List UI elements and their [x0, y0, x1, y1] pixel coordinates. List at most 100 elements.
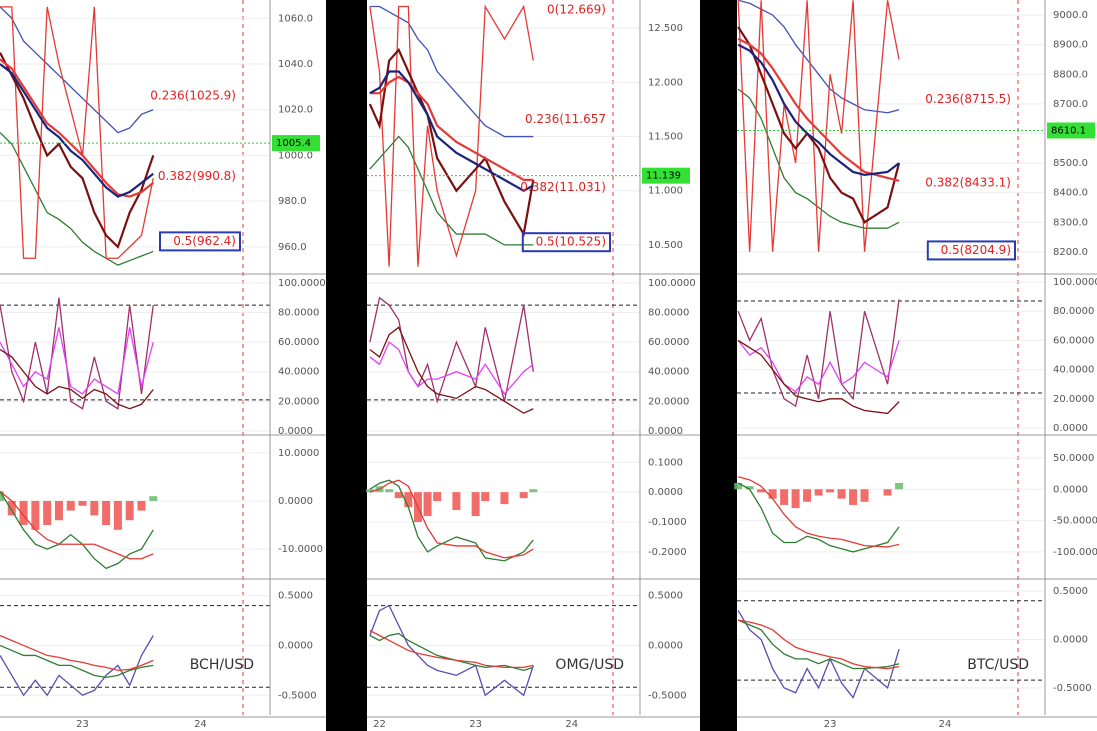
histogram-bar: [860, 489, 869, 502]
histogram-bar: [31, 500, 40, 530]
fib-label: 0.382(990.8): [158, 169, 236, 183]
histogram-bar: [149, 496, 158, 501]
y-tick-label: 0.0000: [648, 640, 683, 651]
y-tick-label: -100.0000: [1053, 547, 1097, 558]
histogram-bar: [78, 500, 87, 506]
y-tick-label: 8300.0: [1053, 217, 1088, 228]
fib-label: 0.236(8715.5): [925, 92, 1011, 106]
last-price-badge: [1047, 122, 1095, 139]
y-tick-label: 100.0000: [278, 278, 326, 289]
histogram-bar: [519, 492, 528, 499]
series-line: [369, 341, 534, 396]
histogram-bar: [54, 500, 63, 521]
series-line: [737, 299, 900, 408]
last-price-label: 11.139: [646, 171, 681, 182]
histogram-bar: [826, 489, 835, 493]
fib-box: [926, 240, 1016, 261]
fib-box: [521, 232, 611, 253]
y-tick-label: 50.0000: [1053, 453, 1094, 464]
histogram-bar: [757, 489, 766, 493]
chart-background: [737, 0, 1097, 731]
series-line: [369, 75, 534, 181]
y-tick-label: -0.5000: [278, 690, 317, 701]
y-tick-label: 40.0000: [648, 367, 689, 378]
y-tick-label: 0.1000: [648, 457, 683, 468]
y-tick-label: 9000.0: [1053, 10, 1088, 21]
histogram-bar: [780, 489, 789, 505]
series-line: [369, 5, 534, 138]
series-line: [0, 58, 154, 198]
series-line: [369, 326, 534, 414]
series-line: [737, 0, 900, 114]
y-tick-label: 0.0000: [278, 426, 313, 437]
y-tick-label: -10.0000: [278, 544, 323, 555]
histogram-bar: [385, 489, 394, 493]
series-line: [369, 479, 534, 562]
fib-label: 0.5(962.4): [173, 234, 236, 248]
y-tick-label: 100.0000: [1053, 277, 1097, 288]
histogram-bar: [433, 492, 442, 502]
last-price-badge: [642, 167, 690, 184]
histogram-bar: [90, 500, 99, 516]
y-tick-label: 20.0000: [1053, 394, 1094, 405]
y-tick-label: 10.500: [648, 240, 683, 251]
fib-box: [159, 231, 241, 252]
series-line: [737, 610, 900, 699]
x-tick-label: 24: [194, 719, 207, 730]
last-price-badge: [272, 135, 320, 152]
series-line: [737, 619, 900, 670]
y-tick-label: 100.0000: [648, 278, 696, 289]
histogram-bar: [125, 500, 134, 521]
y-tick-label: 0.0000: [1053, 634, 1088, 645]
fib-label: 0.236(11.657: [525, 112, 606, 126]
x-tick-label: 23: [76, 719, 89, 730]
series-line: [0, 327, 154, 395]
x-tick-label: 24: [939, 719, 952, 730]
histogram-bar: [19, 500, 28, 526]
x-tick-label: 23: [824, 719, 837, 730]
histogram-bar: [883, 489, 892, 496]
y-tick-label: 40.0000: [278, 367, 319, 378]
y-tick-label: -0.5000: [648, 690, 687, 701]
series-line: [369, 629, 534, 669]
y-tick-label: 60.0000: [648, 337, 689, 348]
series-line: [369, 70, 534, 192]
series-line: [737, 339, 900, 415]
y-tick-label: 11.000: [648, 186, 683, 197]
series-line: [0, 644, 154, 678]
symbol-label: BTC/USD: [967, 657, 1029, 673]
histogram-bar: [481, 492, 490, 502]
series-line: [737, 37, 900, 182]
fib-label: 0.382(11.031): [520, 180, 606, 194]
y-tick-label: 0.0000: [1053, 484, 1088, 495]
x-tick-label: 24: [565, 719, 578, 730]
y-tick-label: 8700.0: [1053, 99, 1088, 110]
y-tick-label: 1060.0: [278, 13, 313, 24]
series-line: [737, 476, 900, 548]
histogram-bar: [404, 492, 413, 508]
histogram-bar: [113, 500, 122, 530]
histogram-bar: [791, 489, 800, 509]
y-tick-label: 80.0000: [648, 308, 689, 319]
y-tick-label: 0.0000: [648, 487, 683, 498]
histogram-bar: [43, 500, 52, 526]
y-tick-label: 80.0000: [278, 308, 319, 319]
histogram-bar: [849, 489, 858, 505]
histogram-bar: [529, 489, 538, 493]
histogram-bar: [814, 489, 823, 496]
symbol-label: BCH/USD: [190, 657, 254, 673]
series-line: [0, 348, 154, 410]
y-tick-label: 980.0: [278, 196, 307, 207]
series-line: [369, 135, 534, 246]
histogram-bar: [895, 483, 904, 490]
histogram-bar: [137, 500, 146, 511]
series-line: [0, 491, 154, 570]
y-tick-label: 0.5000: [1053, 586, 1088, 597]
series-line: [737, 482, 900, 553]
y-tick-label: 8900.0: [1053, 40, 1088, 51]
y-tick-label: 12.000: [648, 77, 683, 88]
y-tick-label: 40.0000: [1053, 365, 1094, 376]
chart-background: [367, 0, 700, 731]
histogram-bar: [7, 500, 16, 516]
